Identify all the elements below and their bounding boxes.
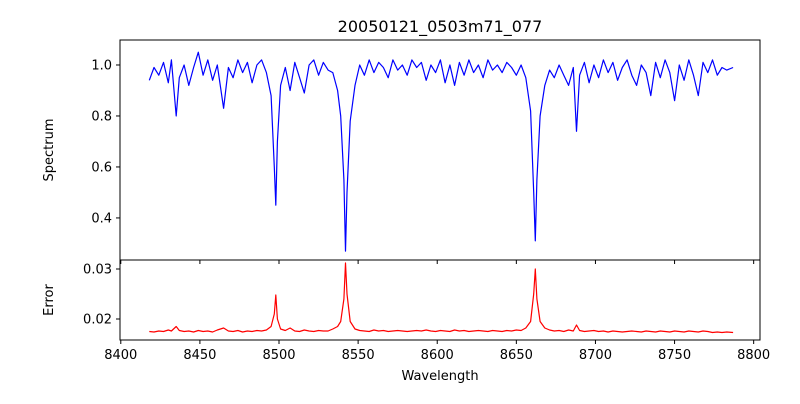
x-tick-label: 8800 bbox=[737, 348, 770, 363]
y-tick-label: 0.8 bbox=[91, 109, 112, 124]
x-tick-label: 8550 bbox=[342, 348, 375, 363]
y-tick-label: 0.4 bbox=[91, 211, 112, 226]
y-tick-label: 0.02 bbox=[83, 313, 112, 328]
error-line bbox=[149, 262, 734, 334]
x-tick-label: 8650 bbox=[500, 348, 533, 363]
y-tick-label: 0.6 bbox=[91, 160, 112, 175]
x-tick-label: 8750 bbox=[658, 348, 691, 363]
top-y-axis-label: Spectrum bbox=[42, 119, 57, 182]
y-tick-label: 1.0 bbox=[91, 58, 112, 73]
spectrum-line bbox=[148, 51, 734, 252]
axes-frame-0 bbox=[119, 39, 761, 261]
x-tick-label: 8400 bbox=[104, 348, 137, 363]
chart-title: 20050121_0503m71_077 bbox=[338, 17, 543, 37]
x-tick-label: 8450 bbox=[183, 348, 216, 363]
x-tick-label: 8500 bbox=[262, 348, 295, 363]
axes-frame-1 bbox=[119, 259, 761, 341]
x-tick-label: 8700 bbox=[579, 348, 612, 363]
x-tick-label: 8600 bbox=[421, 348, 454, 363]
y-tick-label: 0.03 bbox=[83, 263, 112, 278]
bottom-y-axis-label: Error bbox=[42, 284, 57, 316]
x-axis-label: Wavelength bbox=[401, 369, 478, 384]
